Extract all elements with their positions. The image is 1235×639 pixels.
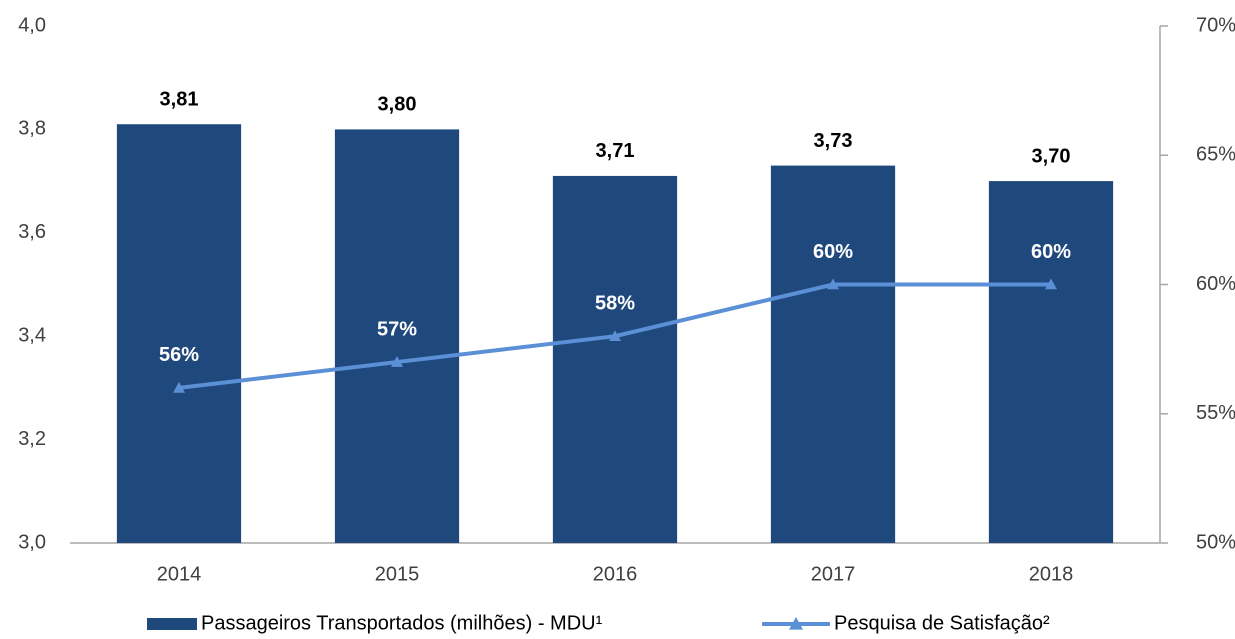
bar [988,181,1114,543]
y2-tick-label: 50% [1196,531,1235,553]
x-tick-label: 2014 [157,563,202,585]
y2-tick-label: 70% [1196,14,1235,36]
y-tick-label: 3,6 [18,221,46,243]
x-tick-label: 2015 [375,563,420,585]
y-tick-label: 3,2 [18,428,46,450]
line-marker [391,356,403,367]
bar [552,175,678,543]
bar [334,129,460,543]
bar [770,165,896,543]
x-tick-label: 2016 [593,563,638,585]
line-marker [609,330,621,341]
y-tick-label: 3,0 [18,531,46,553]
bar-value-label: 3,80 [378,94,417,116]
legend-marker [789,617,803,630]
y-tick-label: 3,8 [18,118,46,140]
line-marker [1045,278,1057,290]
line-value-label: 57% [377,318,417,340]
legend-swatch [147,618,197,630]
y-tick-label: 4,0 [18,14,46,36]
line-value-label: 60% [813,241,853,263]
line-value-label: 56% [159,344,199,366]
bar-value-label: 3,81 [160,89,199,111]
y-tick-label: 3,4 [18,324,46,346]
bar-value-label: 3,71 [596,140,635,162]
line-marker [173,381,185,393]
y2-tick-label: 65% [1196,144,1235,166]
bar-value-label: 3,70 [1032,145,1071,167]
legend-label: Passageiros Transportados (milhões) - MD… [201,612,603,634]
bar [116,124,242,543]
y2-tick-label: 55% [1196,402,1235,424]
line-marker [827,278,839,290]
line-value-label: 58% [595,292,635,314]
y2-tick-label: 60% [1196,273,1235,295]
x-tick-label: 2017 [811,563,856,585]
bar-value-label: 3,73 [814,130,853,152]
legend-label: Pesquisa de Satisfação² [834,612,1050,634]
x-tick-label: 2018 [1029,563,1074,585]
line-value-label: 60% [1031,241,1071,263]
